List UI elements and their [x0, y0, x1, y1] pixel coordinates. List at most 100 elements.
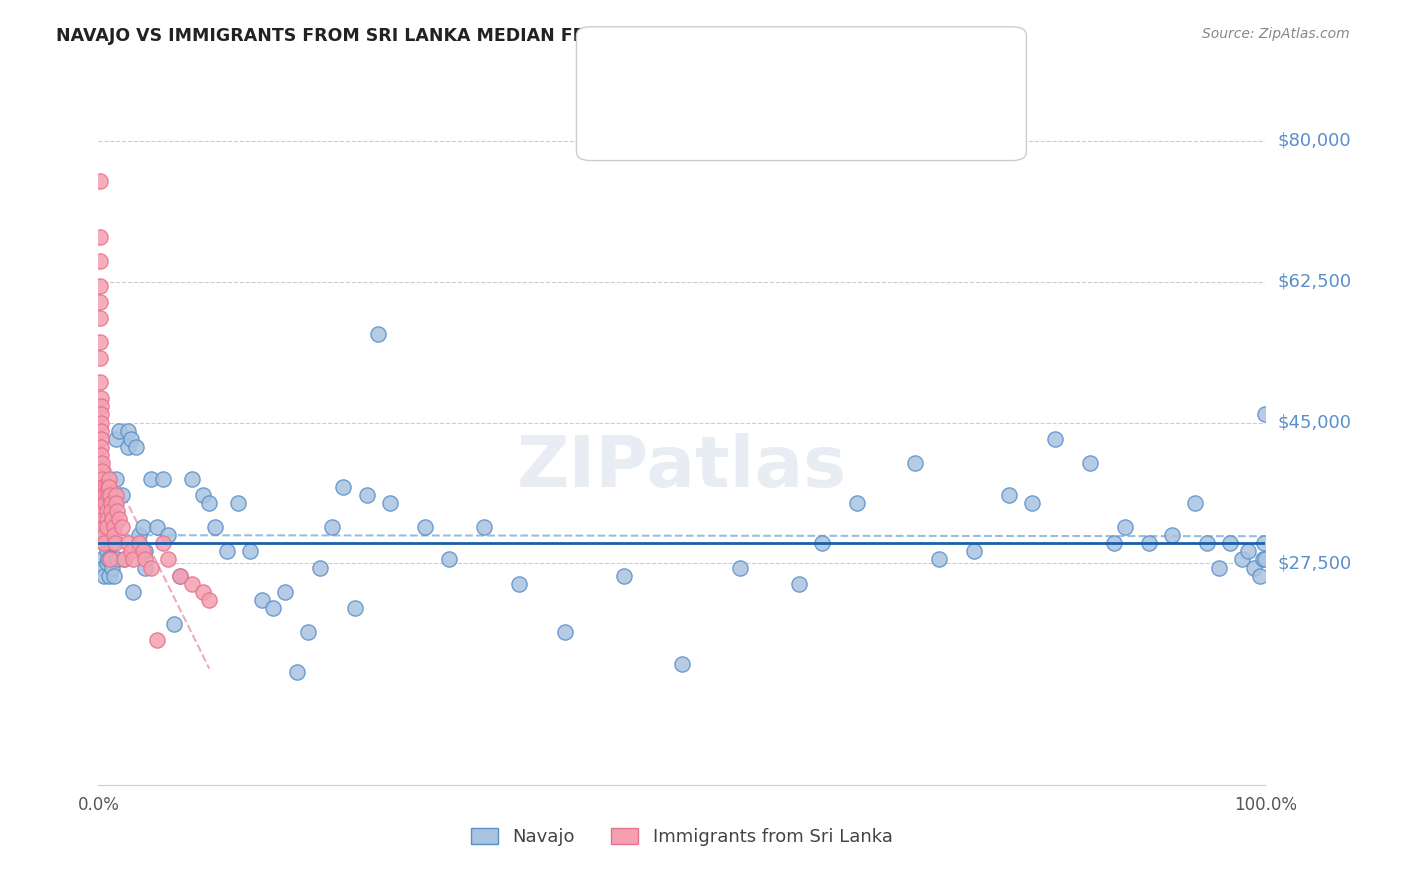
Point — [730, 560, 752, 574]
Point — [89, 278, 111, 293]
Point — [93, 568, 115, 582]
Point — [90, 480, 112, 494]
Point — [274, 584, 297, 599]
Point — [997, 488, 1019, 502]
Point — [1219, 536, 1241, 550]
Point — [103, 528, 125, 542]
Text: NAVAJO VS IMMIGRANTS FROM SRI LANKA MEDIAN FEMALE EARNINGS CORRELATION CHART: NAVAJO VS IMMIGRANTS FROM SRI LANKA MEDI… — [56, 27, 960, 45]
Point — [90, 424, 112, 438]
Point — [111, 520, 134, 534]
Point — [380, 496, 402, 510]
Point — [344, 600, 367, 615]
Text: ZIPatlas: ZIPatlas — [517, 434, 846, 502]
Point — [356, 488, 378, 502]
Point — [1137, 536, 1160, 550]
Point — [98, 488, 121, 502]
Point — [105, 552, 128, 566]
Point — [89, 294, 111, 309]
Point — [90, 416, 112, 430]
Point — [132, 520, 155, 534]
Point — [97, 488, 120, 502]
Point — [97, 520, 120, 534]
Point — [100, 552, 122, 566]
Point — [93, 536, 115, 550]
Point — [112, 552, 135, 566]
Point — [134, 544, 156, 558]
Point — [152, 536, 174, 550]
Point — [437, 552, 460, 566]
Point — [228, 496, 250, 510]
Point — [157, 528, 180, 542]
Point — [239, 544, 262, 558]
Point — [96, 557, 118, 571]
Point — [89, 334, 111, 349]
Point — [193, 488, 215, 502]
Point — [94, 480, 117, 494]
Point — [215, 544, 238, 558]
Point — [1208, 560, 1230, 574]
Point — [1114, 520, 1136, 534]
Point — [91, 512, 114, 526]
Point — [108, 424, 131, 438]
Point — [928, 552, 950, 566]
Point — [90, 472, 112, 486]
Point — [297, 624, 319, 639]
Point — [91, 560, 114, 574]
Point — [1251, 552, 1274, 566]
Point — [321, 520, 343, 534]
Point — [1080, 456, 1102, 470]
Point — [262, 600, 284, 615]
Point — [787, 576, 810, 591]
Point — [134, 552, 156, 566]
Point — [117, 440, 139, 454]
Point — [169, 568, 191, 582]
Point — [94, 488, 117, 502]
Point — [367, 326, 389, 341]
Point — [169, 568, 191, 582]
Point — [122, 552, 145, 566]
Point — [1195, 536, 1218, 550]
Point — [163, 616, 186, 631]
Point — [472, 520, 495, 534]
Point — [91, 504, 114, 518]
Point — [90, 464, 112, 478]
Point — [90, 488, 112, 502]
Point — [96, 504, 118, 518]
Point — [112, 552, 135, 566]
Point — [104, 432, 127, 446]
Point — [332, 480, 354, 494]
Point — [103, 568, 125, 582]
Point — [97, 472, 120, 486]
Point — [93, 520, 115, 534]
Point — [139, 472, 162, 486]
Point — [180, 472, 202, 486]
Point — [96, 512, 118, 526]
Point — [1237, 544, 1260, 558]
Point — [89, 174, 111, 188]
Point — [180, 576, 202, 591]
Point — [98, 528, 121, 542]
Point — [309, 560, 332, 574]
Point — [89, 351, 111, 365]
Point — [89, 310, 111, 325]
Point — [90, 440, 112, 454]
Point — [846, 496, 869, 510]
Point — [97, 536, 120, 550]
Point — [125, 440, 148, 454]
Point — [413, 520, 436, 534]
Point — [90, 520, 112, 534]
Point — [111, 488, 134, 502]
Point — [962, 544, 984, 558]
Point — [128, 528, 150, 542]
Point — [104, 496, 127, 510]
Point — [90, 552, 112, 566]
Point — [108, 512, 131, 526]
Point — [93, 536, 115, 550]
Point — [97, 552, 120, 566]
Point — [128, 536, 150, 550]
Point — [91, 496, 114, 510]
Point — [1243, 560, 1265, 574]
Point — [90, 456, 112, 470]
Point — [285, 665, 308, 680]
Point — [204, 520, 226, 534]
